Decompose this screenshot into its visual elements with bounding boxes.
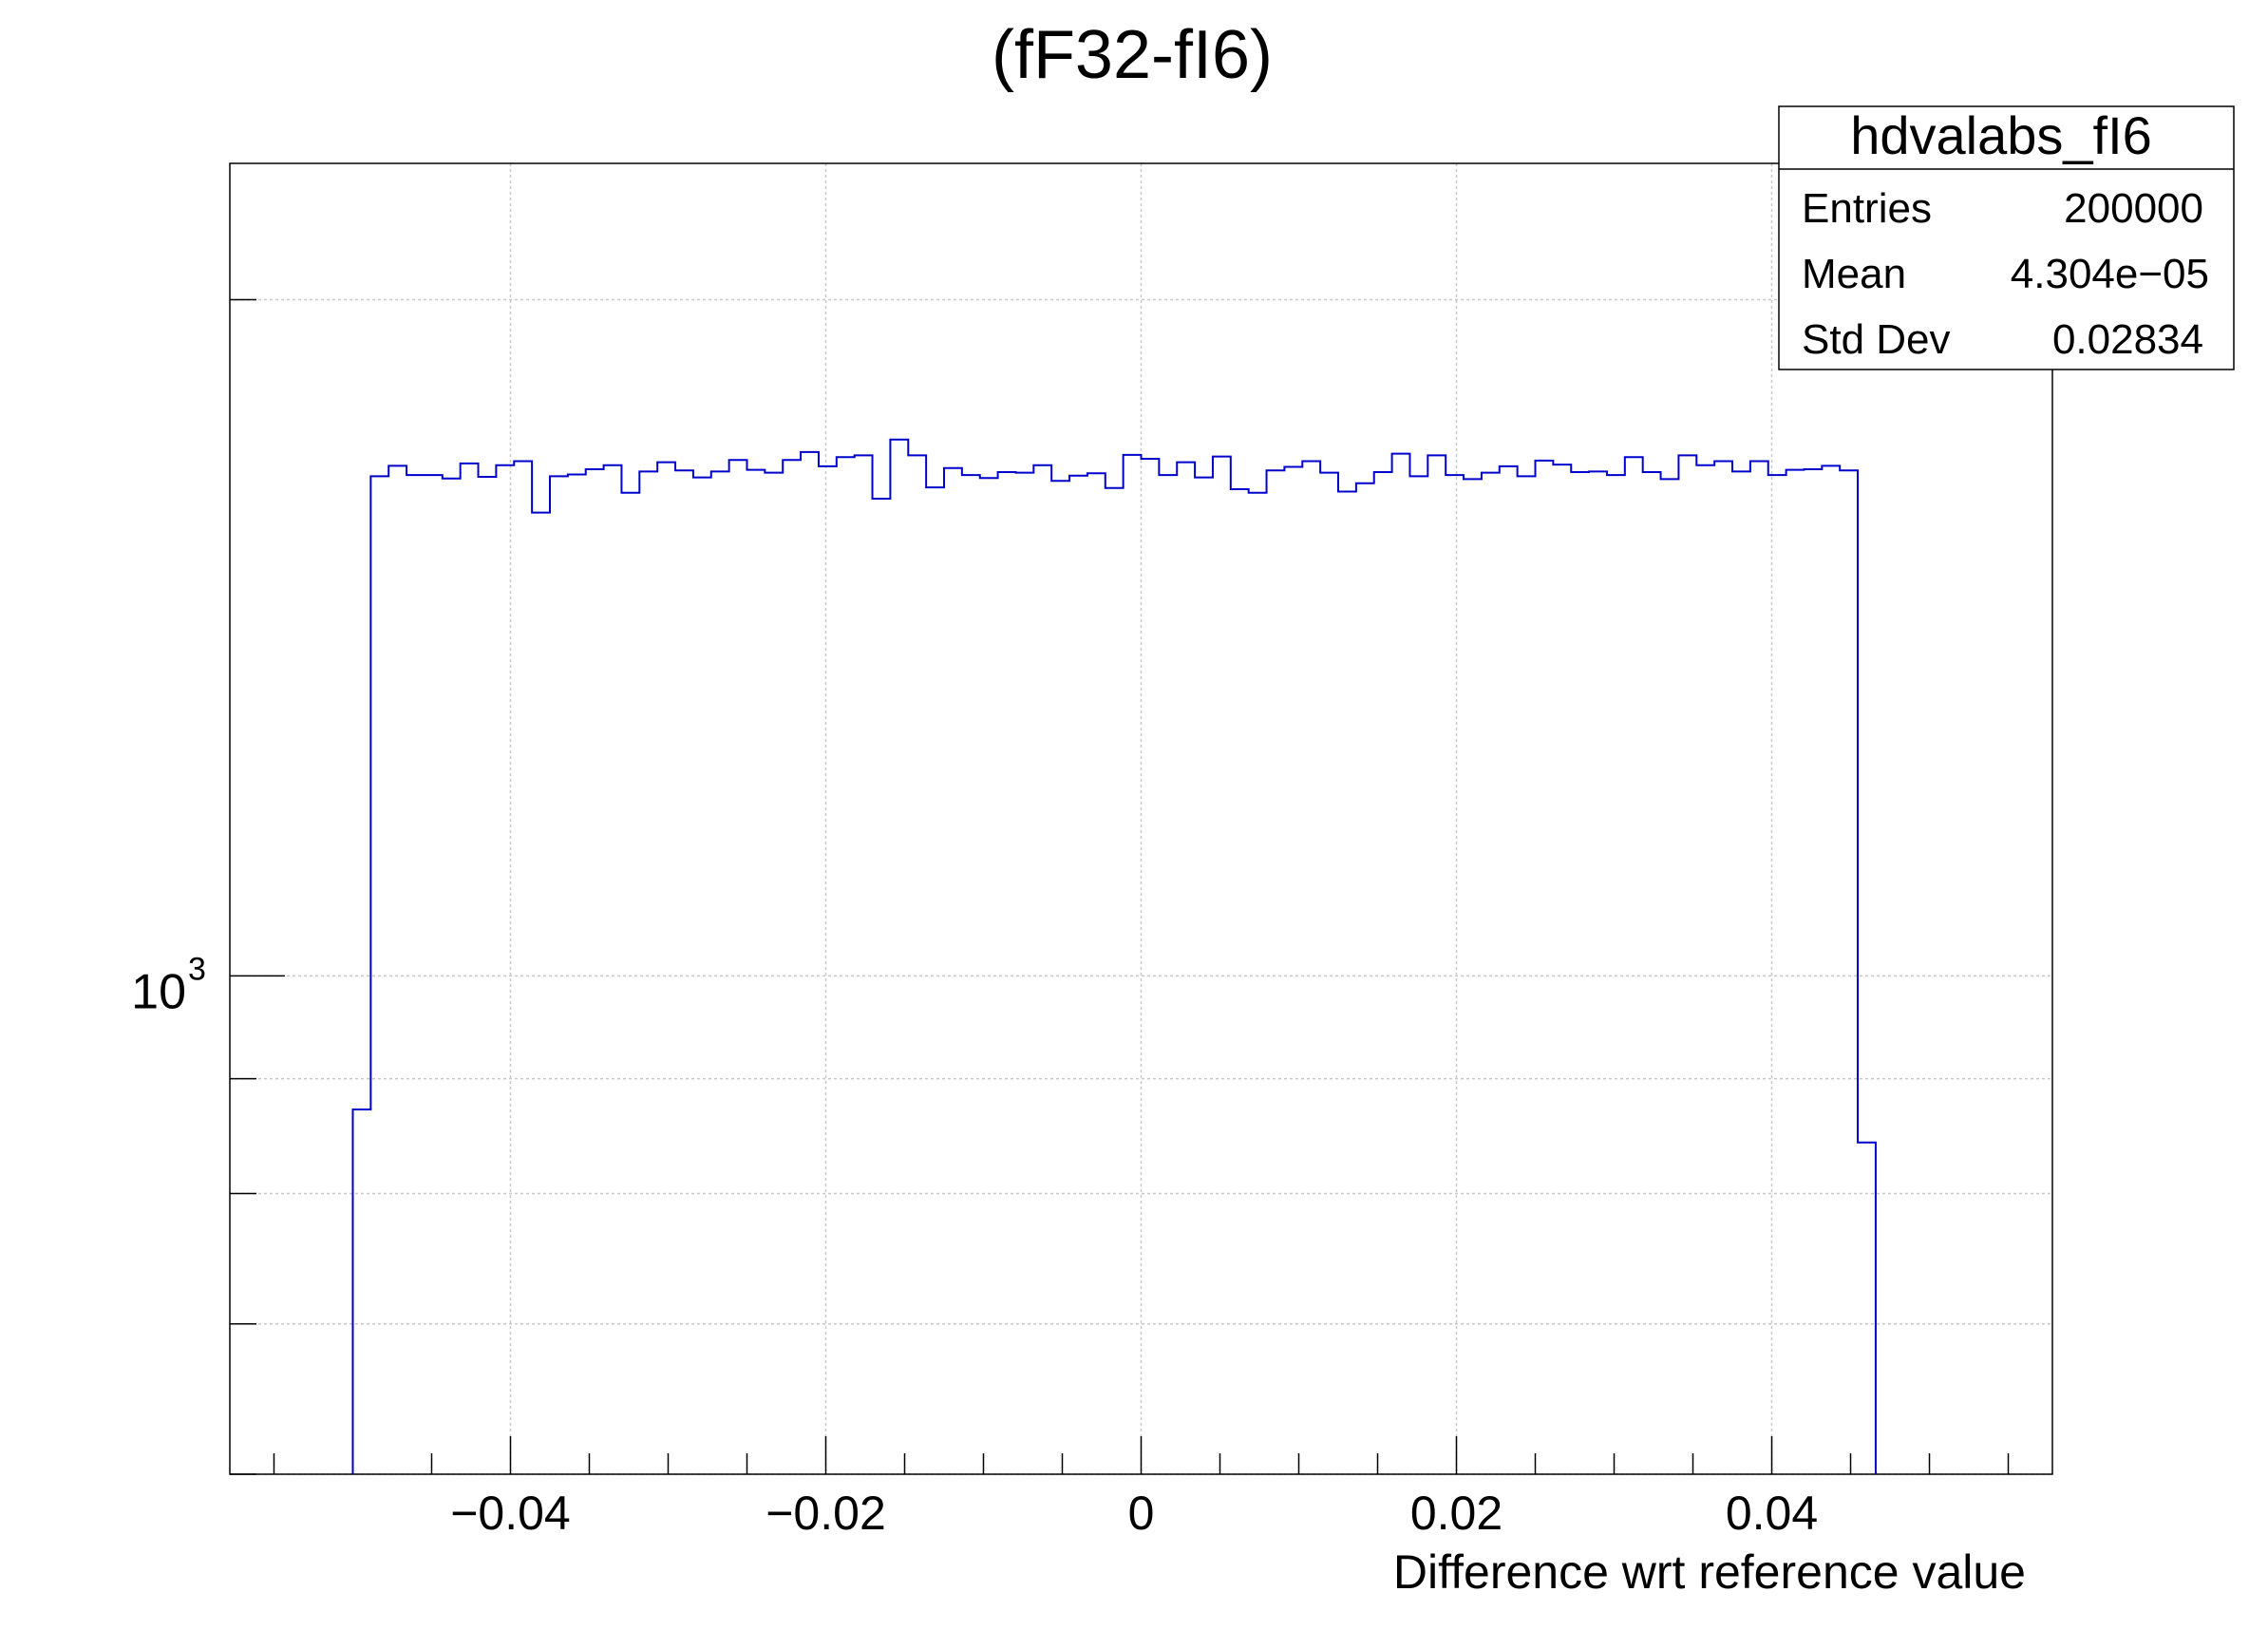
stats-box-title: hdvalabs_fI6 <box>1850 105 2152 165</box>
histogram-series-line <box>351 438 1877 1474</box>
plot-frame <box>229 162 2053 1475</box>
x-tick-label: 0 <box>1128 1487 1155 1540</box>
stats-entries-label: Entries <box>1802 185 1932 232</box>
stats-box-frame <box>1778 105 2235 370</box>
x-axis-label: Difference wrt reference value <box>1393 1545 2026 1599</box>
chart-title: (fF32-fI6) <box>992 17 1273 93</box>
x-tick-label: −0.04 <box>450 1487 571 1540</box>
x-axis-tick-labels: −0.04 −0.02 0 0.02 0.04 <box>450 1487 1818 1540</box>
x-tick-label: −0.02 <box>765 1487 886 1540</box>
stats-stddev-value: 0.02834 <box>2052 316 2203 363</box>
stats-mean-label: Mean <box>1802 251 1906 297</box>
stats-entries-value: 200000 <box>2064 185 2203 232</box>
x-tick-label: 0.02 <box>1410 1487 1503 1540</box>
x-tick-label: 0.04 <box>1726 1487 1818 1540</box>
y-tick-label-base: 10 <box>131 964 186 1019</box>
y-tick-label-exponent: 3 <box>188 951 206 987</box>
stats-stddev-label: Std Dev <box>1802 316 1951 363</box>
y-axis-ticks <box>230 298 285 1475</box>
y-axis-tick-labels: 10 3 <box>131 951 206 1019</box>
stats-mean-value: 4.304e−05 <box>2011 251 2209 297</box>
stats-box: hdvalabs_fI6 Entries 200000 Mean 4.304e−… <box>1778 105 2235 370</box>
x-axis-ticks <box>273 1436 2010 1474</box>
